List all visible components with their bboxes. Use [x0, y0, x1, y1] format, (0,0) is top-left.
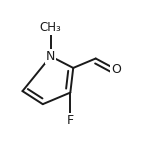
- Text: F: F: [67, 114, 74, 127]
- Text: CH₃: CH₃: [40, 21, 62, 34]
- Text: N: N: [46, 50, 55, 63]
- Text: O: O: [111, 63, 121, 76]
